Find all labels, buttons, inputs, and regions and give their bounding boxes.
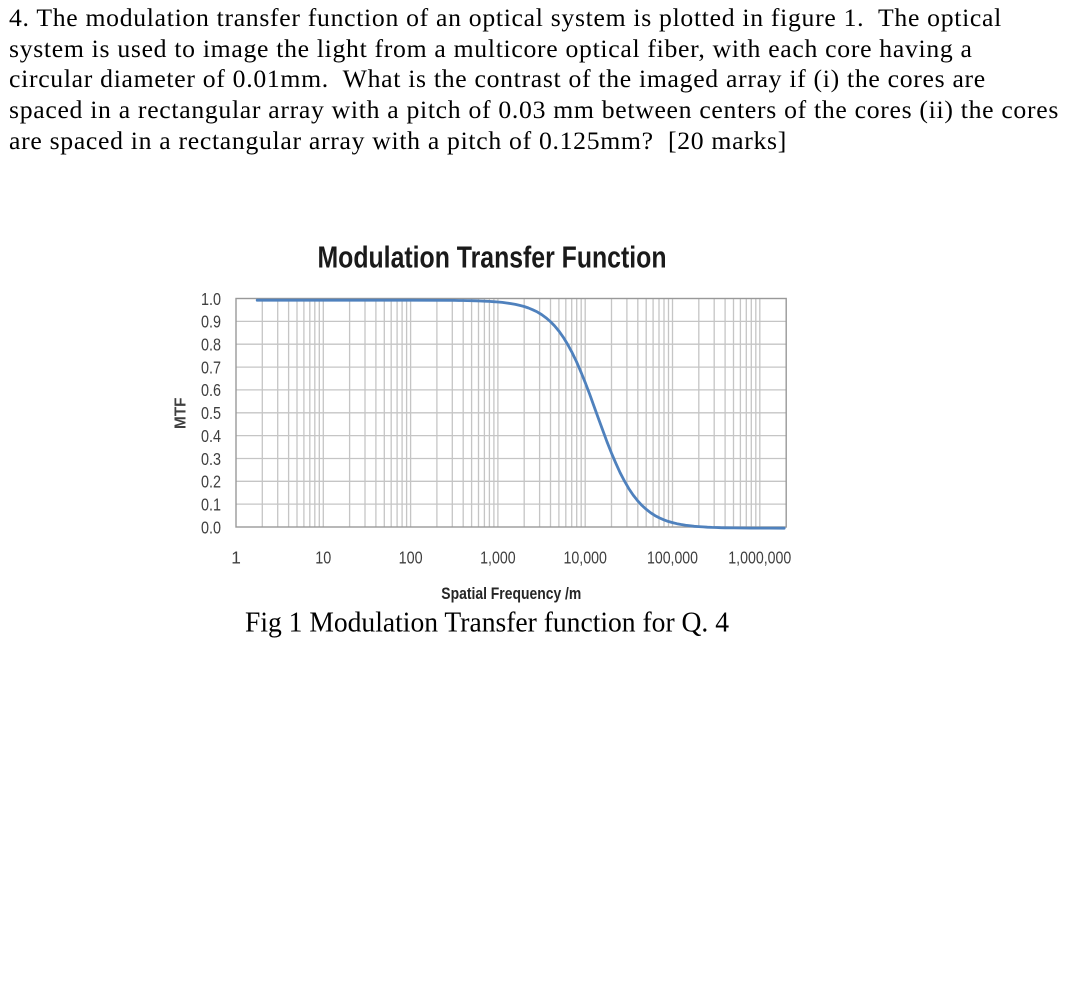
svg-text:1,000: 1,000 (480, 547, 516, 567)
svg-text:Modulation Transfer Function: Modulation Transfer Function (318, 241, 667, 275)
svg-text:0.8: 0.8 (201, 335, 221, 355)
svg-text:0.2: 0.2 (201, 472, 221, 492)
svg-text:10,000: 10,000 (563, 547, 607, 567)
svg-text:1.0: 1.0 (201, 289, 221, 309)
svg-text:10: 10 (315, 547, 331, 567)
svg-text:0.0: 0.0 (201, 517, 221, 537)
svg-text:0.1: 0.1 (201, 494, 221, 514)
svg-text:100: 100 (399, 547, 423, 567)
svg-text:0.9: 0.9 (201, 312, 221, 332)
svg-text:100,000: 100,000 (647, 547, 698, 567)
svg-text:0.6: 0.6 (201, 380, 221, 400)
svg-text:0.7: 0.7 (201, 357, 221, 377)
svg-text:Spatial Frequency /m: Spatial Frequency /m (441, 584, 581, 603)
svg-text:0.5: 0.5 (201, 403, 221, 423)
svg-text:MTF: MTF (172, 397, 189, 429)
svg-text:0.3: 0.3 (201, 449, 221, 469)
svg-text:0.4: 0.4 (201, 426, 221, 446)
svg-text:1,000,000: 1,000,000 (728, 547, 791, 567)
svg-text:Fig 1 Modulation Transfer func: Fig 1 Modulation Transfer function for Q… (245, 608, 729, 639)
svg-text:1: 1 (231, 547, 241, 567)
